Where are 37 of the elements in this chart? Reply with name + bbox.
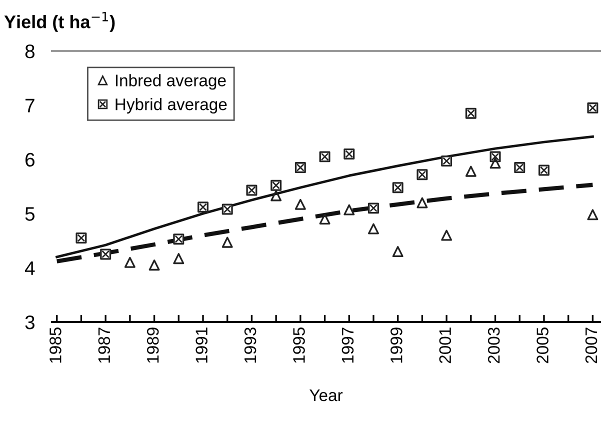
point bbox=[173, 253, 184, 264]
x-tick-label: 1985 bbox=[50, 328, 62, 363]
point bbox=[416, 197, 428, 208]
point bbox=[319, 214, 330, 225]
y-tick-label: 5 bbox=[25, 207, 35, 221]
point bbox=[344, 204, 355, 216]
y-tick-label: 8 bbox=[25, 44, 34, 58]
point bbox=[270, 190, 282, 202]
point bbox=[222, 236, 233, 248]
y-tick-label: 6 bbox=[26, 152, 34, 167]
point bbox=[294, 198, 306, 210]
y-tick-label: 4 bbox=[24, 261, 35, 275]
x-tick-label: 1995 bbox=[293, 328, 305, 363]
point bbox=[124, 256, 136, 268]
x-tick-label: 2003 bbox=[488, 328, 500, 364]
x-tick-label: 2005 bbox=[536, 328, 548, 364]
x-tick-label: 1987 bbox=[98, 328, 110, 363]
point bbox=[587, 209, 598, 220]
x-tick-label: 2007 bbox=[585, 328, 598, 364]
point bbox=[465, 166, 476, 177]
legend-label: Hybrid average bbox=[116, 98, 227, 114]
y-tick-label: 7 bbox=[26, 98, 34, 112]
point bbox=[148, 260, 160, 271]
y-axis-title: Yield (t ha$^{−1}$) bbox=[4, 12, 115, 32]
x-tick-label: 1991 bbox=[196, 328, 208, 363]
x-tick-label: 1993 bbox=[244, 328, 256, 363]
point bbox=[490, 158, 501, 169]
legend-label: Inbred average bbox=[116, 74, 226, 90]
x-tick-label: 1989 bbox=[146, 328, 159, 363]
x-tick-label: 1999 bbox=[390, 328, 402, 363]
point bbox=[392, 246, 404, 258]
x-tick-label: 1997 bbox=[342, 328, 354, 363]
x-axis-title: Year bbox=[310, 390, 343, 402]
x-tick-label: 2001 bbox=[439, 328, 452, 364]
point bbox=[441, 230, 452, 241]
y-tick-label: 3 bbox=[25, 315, 34, 330]
point bbox=[368, 223, 379, 234]
